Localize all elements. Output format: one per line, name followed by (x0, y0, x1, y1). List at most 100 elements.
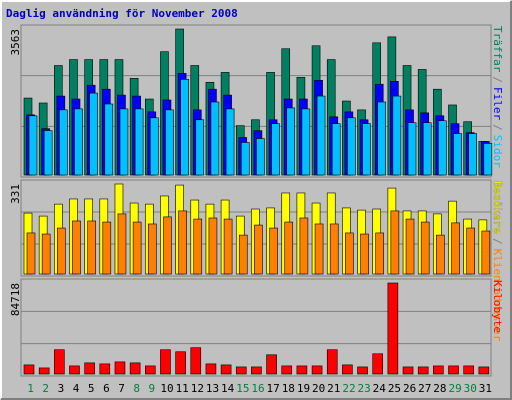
legend-entry: Klientadresser (491, 249, 504, 342)
bar (163, 216, 172, 275)
bar (342, 364, 353, 375)
bar (129, 362, 141, 375)
bar (311, 365, 323, 375)
bar (210, 101, 220, 176)
bar (41, 233, 51, 275)
bar (392, 95, 402, 176)
bar (178, 210, 187, 275)
bar (468, 133, 477, 176)
x-tick-label: 16 (251, 382, 264, 395)
x-tick-label: 30 (464, 382, 477, 395)
bar (117, 213, 127, 275)
bar (87, 220, 96, 275)
bar (390, 210, 400, 275)
legend-entry: Sidor (491, 135, 504, 168)
x-tick-label: 9 (149, 382, 156, 395)
x-tick-label: 11 (176, 382, 189, 395)
x-tick-label: 29 (448, 382, 461, 395)
bar (132, 221, 142, 275)
x-tick-label: 24 (373, 382, 387, 395)
bar (331, 123, 341, 176)
bar (266, 354, 277, 375)
bar (405, 218, 415, 275)
x-tick-label: 13 (206, 382, 219, 395)
bar (375, 232, 385, 275)
bar (301, 108, 311, 176)
bar (43, 130, 53, 176)
legend-separator: / (491, 238, 504, 245)
legend-entry: Träffar (491, 26, 504, 73)
legend-separator: / (491, 76, 504, 83)
x-tick-label: 26 (403, 382, 416, 395)
bar (119, 108, 129, 176)
x-tick-label: 19 (297, 382, 310, 395)
y-max-label: 84718 (9, 283, 22, 316)
x-tick-label: 31 (479, 382, 492, 395)
x-tick-label: 21 (327, 382, 340, 395)
bar (144, 365, 156, 375)
legend-separator: / (491, 124, 504, 131)
bar (271, 123, 280, 176)
bar (114, 361, 126, 375)
bar (251, 366, 262, 375)
bar (345, 232, 354, 275)
bar (84, 362, 95, 375)
x-tick-label: 7 (118, 382, 125, 395)
legend: Besökare / Klientadresser (491, 181, 504, 342)
bar (377, 101, 387, 176)
x-tick-label: 6 (103, 382, 110, 395)
x-tick-label: 2 (42, 382, 49, 395)
bar (175, 351, 186, 375)
bar (481, 230, 491, 275)
bar (69, 365, 80, 375)
y-max-label: 3563 (9, 29, 22, 56)
bar (347, 117, 356, 176)
bar (54, 349, 65, 375)
bar (235, 366, 247, 375)
x-tick-label: 1 (27, 382, 34, 395)
x-tick-label: 14 (221, 382, 235, 395)
bar (436, 234, 445, 275)
bar (134, 108, 144, 176)
x-tick-label: 25 (388, 382, 401, 395)
legend: Träffar / Filer / Sidor (491, 26, 504, 168)
bar (362, 123, 371, 176)
bar (326, 349, 338, 375)
bar (417, 366, 429, 375)
x-tick-label: 8 (133, 382, 140, 395)
bar (72, 220, 81, 275)
bar (59, 109, 68, 176)
x-tick-label: 3 (58, 382, 65, 395)
bar (147, 223, 157, 275)
bar (387, 282, 399, 375)
bar (28, 115, 38, 176)
bar (26, 232, 36, 275)
bar (269, 227, 278, 275)
bar (284, 221, 294, 275)
bar (102, 221, 112, 275)
x-tick-label: 5 (88, 382, 95, 395)
bar (357, 366, 368, 375)
bar (160, 349, 171, 375)
bar (281, 365, 293, 375)
y-max-label: 331 (9, 184, 22, 204)
chart-title: Daglig användning för November 2008 (6, 7, 238, 20)
bar (448, 365, 459, 375)
bar (438, 120, 447, 176)
bar (223, 218, 233, 275)
bar (240, 142, 250, 176)
x-tick-label: 28 (433, 382, 446, 395)
bar (57, 227, 66, 275)
x-tick-label: 18 (282, 382, 295, 395)
x-tick-label: 27 (418, 382, 431, 395)
legend-entry: Filer (491, 87, 504, 120)
x-tick-label: 4 (73, 382, 80, 395)
bar (220, 364, 232, 375)
bar (453, 133, 462, 176)
bar (238, 234, 248, 275)
bar (466, 227, 475, 275)
bar (478, 366, 490, 375)
